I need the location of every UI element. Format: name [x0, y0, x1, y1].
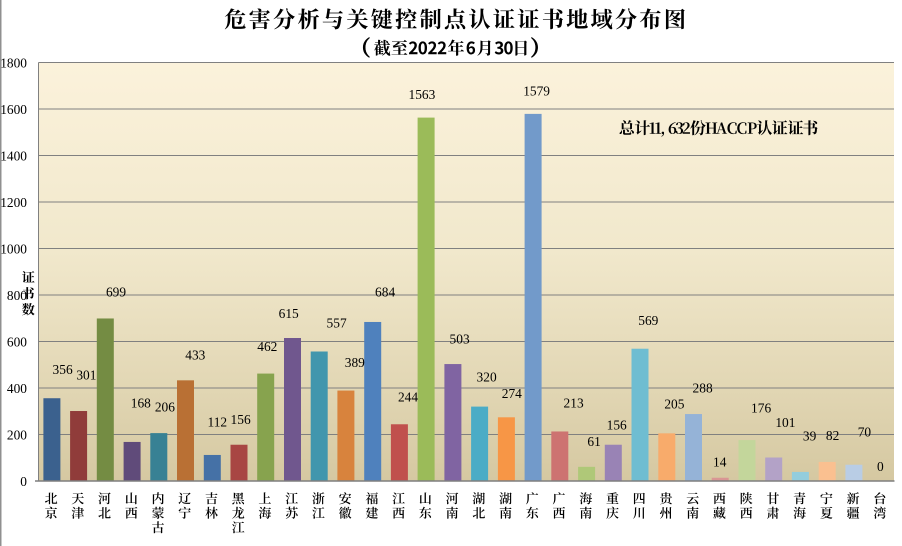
- svg-text:503: 503: [450, 331, 470, 346]
- svg-text:1563: 1563: [409, 87, 436, 102]
- svg-text:156: 156: [231, 412, 251, 427]
- svg-text:1600: 1600: [0, 102, 27, 117]
- svg-text:400: 400: [7, 381, 27, 396]
- svg-text:462: 462: [257, 339, 277, 354]
- svg-text:1800: 1800: [0, 56, 27, 71]
- svg-text:800: 800: [7, 288, 27, 303]
- svg-text:1579: 1579: [523, 83, 550, 98]
- svg-text:200: 200: [7, 428, 27, 443]
- svg-text:61: 61: [587, 434, 600, 449]
- svg-text:70: 70: [858, 424, 872, 439]
- svg-text:156: 156: [607, 417, 627, 432]
- svg-text:101: 101: [775, 415, 795, 430]
- svg-text:1000: 1000: [0, 242, 27, 257]
- svg-text:433: 433: [185, 348, 205, 363]
- svg-text:557: 557: [327, 316, 347, 331]
- svg-text:0: 0: [877, 459, 884, 474]
- svg-text:206: 206: [155, 400, 175, 415]
- svg-text:1400: 1400: [0, 149, 27, 164]
- svg-text:301: 301: [76, 367, 96, 382]
- svg-text:389: 389: [345, 355, 365, 370]
- svg-text:213: 213: [564, 395, 584, 410]
- svg-text:288: 288: [693, 381, 713, 396]
- svg-text:615: 615: [279, 306, 299, 321]
- svg-text:205: 205: [664, 396, 684, 411]
- svg-text:569: 569: [638, 313, 658, 328]
- svg-text:244: 244: [398, 389, 418, 404]
- svg-text:14: 14: [713, 455, 727, 470]
- svg-text:699: 699: [106, 285, 126, 300]
- svg-text:274: 274: [502, 386, 522, 401]
- svg-text:176: 176: [751, 401, 771, 416]
- svg-text:0: 0: [20, 474, 27, 489]
- svg-text:39: 39: [803, 428, 817, 443]
- svg-text:684: 684: [375, 285, 395, 300]
- svg-text:1200: 1200: [0, 195, 27, 210]
- svg-text:168: 168: [131, 396, 151, 411]
- svg-text:600: 600: [7, 335, 27, 350]
- svg-text:356: 356: [53, 362, 73, 377]
- svg-text:112: 112: [208, 415, 228, 430]
- svg-text:320: 320: [477, 370, 497, 385]
- svg-text:82: 82: [826, 428, 839, 443]
